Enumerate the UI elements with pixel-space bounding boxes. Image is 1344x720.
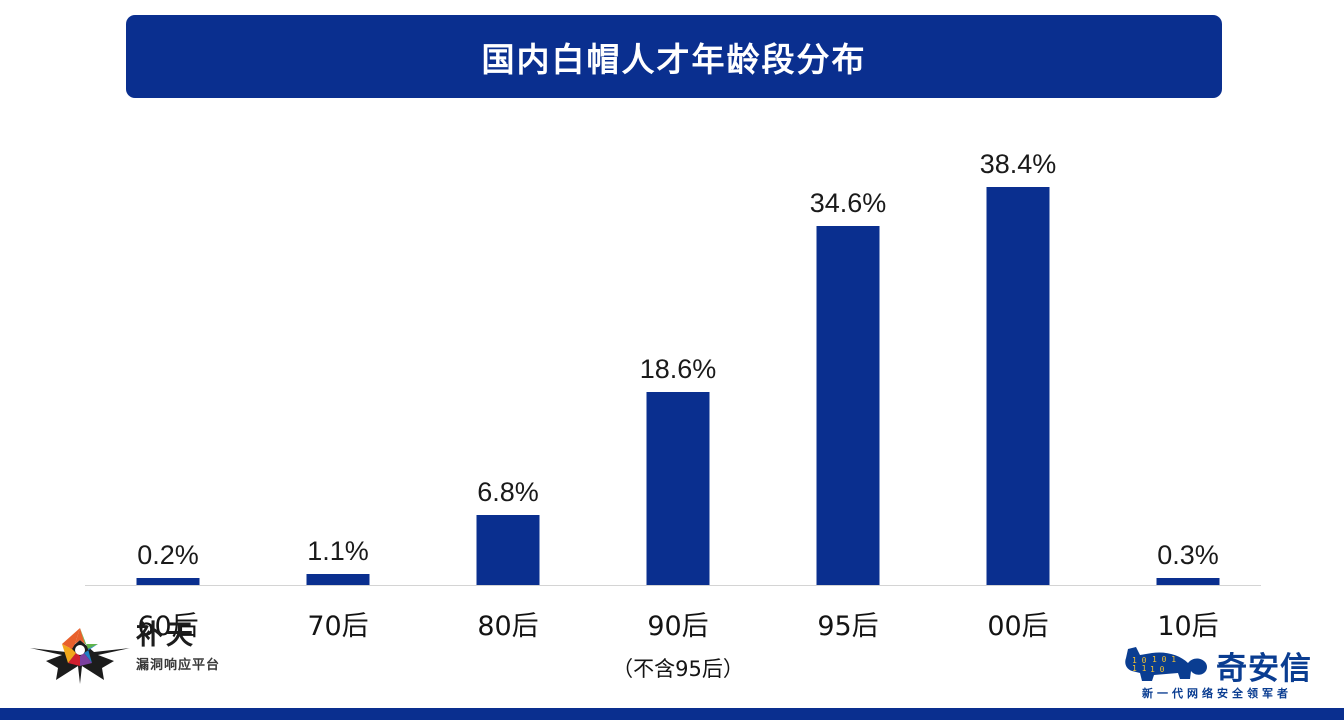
svg-text:1 1: 1 1 (1132, 664, 1147, 673)
bar-70后[interactable] (306, 573, 370, 585)
svg-text:1 0: 1 0 (1150, 665, 1165, 674)
qianxin-tiger-icon: 1 0 1 1 1 0 1 1 0 (1125, 647, 1207, 681)
bar-value-label: 0.2% (137, 540, 199, 570)
bar-value-label: 0.3% (1157, 540, 1219, 570)
bar-95后[interactable] (816, 226, 880, 585)
butian-tagline: 漏洞响应平台 (136, 658, 221, 674)
bar-group: 1.1% (258, 0, 418, 585)
svg-text:1 0 1: 1 0 1 (1152, 655, 1176, 664)
x-axis-label-90后: 90后 （不含95后） (612, 611, 744, 681)
x-axis-label-60后: 60后 (137, 611, 199, 642)
x-axis-label-70后: 70后 (307, 611, 369, 642)
svg-text:1 0: 1 0 (1132, 656, 1147, 665)
bar-group: 6.8% (428, 0, 588, 585)
bar-value-label: 6.8% (477, 476, 539, 507)
bar-80后[interactable] (476, 514, 540, 585)
bar-value-label: 18.6% (639, 354, 717, 385)
bar-group: 18.6% (598, 0, 758, 585)
bar-value-label: 38.4% (979, 149, 1057, 179)
bar-group: 0.3% (1108, 0, 1268, 585)
butian-name: 补天 (136, 620, 196, 651)
bar-group: 38.4% (938, 0, 1098, 585)
bar-group: 0.2% (88, 0, 248, 585)
x-axis-label-10后: 10后 (1157, 611, 1219, 642)
bar-00后[interactable] (986, 187, 1050, 585)
page-title: 国内白帽人才年龄段分布 (481, 39, 867, 79)
bar-60后[interactable] (136, 578, 200, 585)
qianxin-logo: 1 0 1 1 1 0 1 1 0 奇安信 新一代网络安全领军者 (1120, 645, 1336, 705)
x-axis-label-95后: 95后 (817, 611, 879, 642)
x-axis-sublabel: （不含95后） (612, 657, 744, 681)
bar-group: 34.6% (768, 0, 928, 585)
qianxin-name: 奇安信 (1216, 651, 1312, 687)
x-axis-label-00后: 00后 (987, 611, 1049, 642)
butian-wordmark: 补天 漏洞响应平台 (136, 620, 268, 674)
x-axis-line (85, 585, 1261, 586)
chart-title-banner: 国内白帽人才年龄段分布 (126, 15, 1222, 98)
bar-90后[interactable] (646, 392, 710, 585)
bar-value-label: 1.1% (307, 535, 369, 566)
bar-10后[interactable] (1156, 578, 1220, 585)
footer-bar (0, 708, 1344, 720)
x-axis-label-80后: 80后 (477, 611, 539, 642)
butian-logo: 补天 漏洞响应平台 (28, 618, 268, 688)
bar-value-label: 34.6% (809, 188, 887, 219)
butian-star-wings-icon (30, 628, 130, 684)
qianxin-tagline: 新一代网络安全领军者 (1142, 687, 1292, 700)
